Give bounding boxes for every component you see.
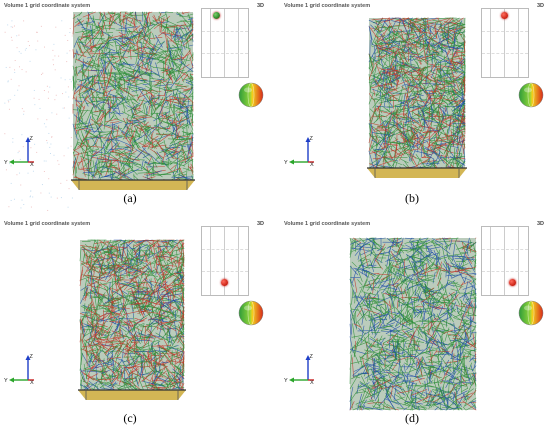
axis-y-label: Y [4,160,8,166]
caption-d: (d) [405,411,419,425]
orientation-sphere-icon[interactable] [238,300,264,326]
axis-z-label: Z [30,354,34,360]
grid-position-marker[interactable] [213,12,220,19]
axis-x-label: X [30,380,34,386]
axis-x-label: X [30,162,34,168]
axis-y-label: Y [284,160,288,166]
panel-b: Volume 1 grid coordinate system 3D Z Y X [280,0,550,212]
grid-position-map-icon[interactable] [201,226,249,296]
header-title: Volume 1 grid coordinate system [4,3,91,9]
axis-x-label: X [310,162,314,168]
axis-x-label: X [310,380,314,386]
axis-triad-icon: Z Y X [4,136,34,168]
header-title: Volume 1 grid coordinate system [4,221,91,227]
axis-triad-icon: Z Y X [4,354,34,386]
axis-z-label: Z [310,136,314,142]
grid-position-map-icon[interactable] [481,8,529,78]
caption-b: (b) [405,191,419,205]
view-mode-label[interactable]: 3D [256,3,264,9]
panel-d: Volume 1 grid coordinate system 3D Z Y X [280,218,550,430]
grid-position-map-icon[interactable] [481,226,529,296]
axis-triad-icon: Z Y X [284,136,314,168]
view-mode-label[interactable]: 3D [536,3,544,9]
header-title: Volume 1 grid coordinate system [284,3,371,9]
grid-position-marker[interactable] [221,279,228,286]
view-mode-label[interactable]: 3D [536,221,544,227]
fiber-volume-rendering[interactable] [280,0,550,212]
panel-a: Volume 1 grid coordinate system 3D Z Y X [0,0,270,212]
panel-header: Volume 1 grid coordinate system 3D [284,221,544,231]
axis-y-label: Y [4,378,8,384]
orientation-sphere-icon[interactable] [518,82,544,108]
panel-header: Volume 1 grid coordinate system 3D [284,3,544,13]
caption-a: (a) [123,191,137,205]
fiber-volume-rendering[interactable] [280,218,550,430]
fiber-volume-rendering[interactable] [0,218,270,430]
axis-triad-icon: Z Y X [284,354,314,386]
grid-position-marker[interactable] [501,12,508,19]
view-mode-label[interactable]: 3D [256,221,264,227]
grid-position-map-icon[interactable] [201,8,249,78]
fiber-volume-rendering[interactable] [0,0,270,212]
orientation-sphere-icon[interactable] [518,300,544,326]
header-title: Volume 1 grid coordinate system [284,221,371,227]
orientation-sphere-icon[interactable] [238,82,264,108]
panel-header: Volume 1 grid coordinate system 3D [4,221,264,231]
axis-z-label: Z [30,136,34,142]
panel-c: Volume 1 grid coordinate system 3D Z Y X [0,218,270,430]
axis-z-label: Z [310,354,314,360]
panel-header: Volume 1 grid coordinate system 3D [4,3,264,13]
axis-y-label: Y [284,378,288,384]
grid-position-marker[interactable] [509,279,516,286]
caption-c: (c) [123,411,137,425]
